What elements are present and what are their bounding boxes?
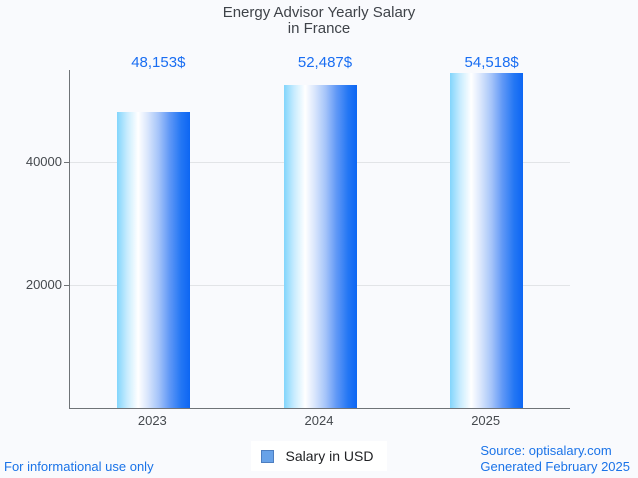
y-axis-tick xyxy=(64,162,69,164)
chart-title: Energy Advisor Yearly Salary in France xyxy=(0,5,638,37)
legend: Salary in USD xyxy=(0,441,638,471)
x-axis-label: 2025 xyxy=(471,413,501,428)
bar-value-label: 52,487$ xyxy=(297,54,353,71)
bar-2025[interactable] xyxy=(450,73,524,408)
bar-2024[interactable] xyxy=(283,85,357,408)
bar-value-label: 48,153$ xyxy=(131,54,186,71)
x-axis-label: 2023 xyxy=(137,413,167,428)
chart-title-line1: Energy Advisor Yearly Salary xyxy=(222,4,416,21)
bar-2023[interactable] xyxy=(116,112,190,408)
y-axis-label: 40000 xyxy=(25,154,62,170)
y-axis-label: 20000 xyxy=(25,277,62,293)
source-link[interactable]: Source: optisalary.com xyxy=(480,443,612,458)
generated-text: Generated February 2025 xyxy=(480,459,630,474)
source-block: Source: optisalary.com Generated Februar… xyxy=(480,443,630,475)
chart-title-line2: in France xyxy=(287,20,351,37)
legend-marker-icon xyxy=(260,449,274,463)
legend-chip[interactable]: Salary in USD xyxy=(250,441,388,471)
legend-label: Salary in USD xyxy=(285,448,374,464)
plot-area xyxy=(64,70,570,409)
y-axis-tick xyxy=(64,285,69,287)
disclaimer-text: For informational use only xyxy=(4,459,154,474)
x-axis-label: 2024 xyxy=(304,413,334,428)
bar-value-label: 54,518$ xyxy=(464,54,519,71)
